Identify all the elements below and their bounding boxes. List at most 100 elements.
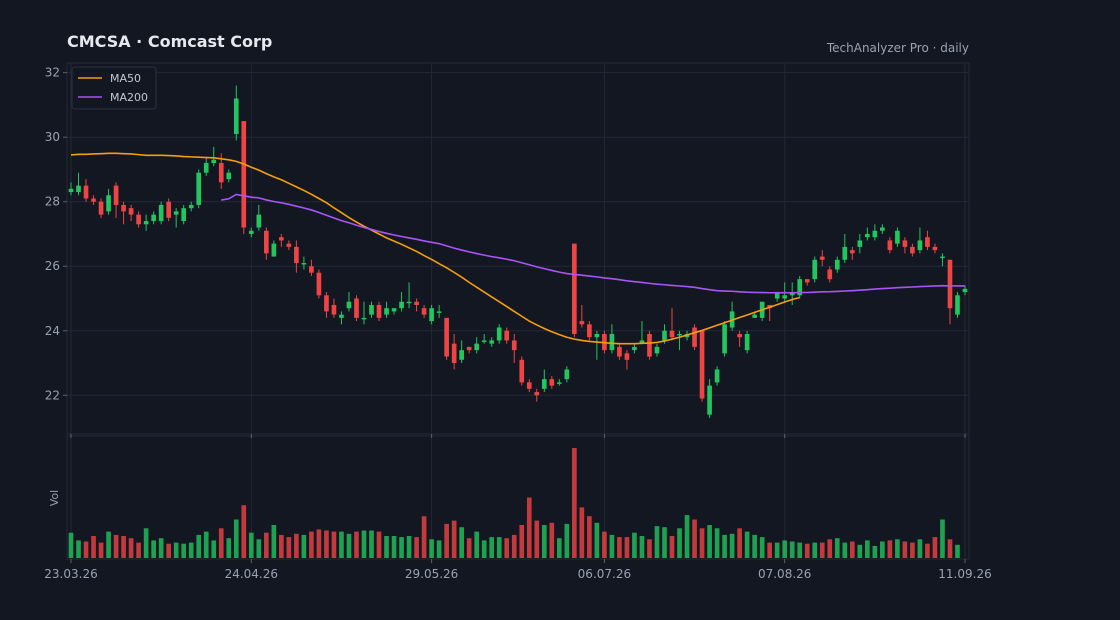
candle-body — [752, 314, 757, 318]
y-tick-label: 24 — [45, 324, 60, 338]
volume-bar — [429, 539, 434, 558]
candle-body — [804, 279, 810, 283]
volume-bar — [549, 522, 555, 558]
candle-body — [872, 230, 878, 238]
candle-body — [481, 340, 487, 342]
volume-bar — [819, 542, 825, 558]
volume-bar — [827, 539, 833, 558]
volume-bar — [226, 538, 232, 558]
volume-bar — [158, 538, 164, 558]
volume-bar — [339, 531, 344, 558]
volume-bar — [925, 543, 930, 558]
volume-bar — [737, 528, 742, 558]
volume-panel-frame — [66, 435, 970, 560]
volume-bar — [880, 541, 885, 558]
volume-bar — [489, 537, 495, 558]
candle-body — [534, 392, 540, 396]
volume-bar — [812, 542, 818, 558]
x-tick-label: 24.04.26 — [225, 567, 278, 581]
candle-body — [587, 324, 592, 338]
candle-body — [226, 172, 232, 180]
volume-bar — [872, 545, 878, 558]
candle-body — [782, 295, 788, 299]
candle-body — [369, 304, 374, 315]
candle-body — [925, 237, 930, 247]
y-tick-label: 28 — [45, 195, 60, 209]
volume-bar — [865, 540, 870, 558]
candle-body — [511, 340, 517, 351]
volume-bar — [707, 525, 712, 558]
candle-body — [895, 230, 900, 244]
volume-bar — [279, 534, 284, 558]
volume-bar — [669, 536, 675, 558]
price-panel-frame — [66, 62, 970, 435]
volume-bar — [106, 531, 111, 558]
candle-body — [279, 237, 284, 241]
candle-body — [632, 346, 637, 351]
candle-body — [399, 301, 404, 309]
candle-body — [106, 195, 111, 212]
volume-bar — [294, 533, 299, 558]
volume-bar — [98, 542, 104, 558]
volume-bar — [263, 532, 269, 558]
volume-bar — [136, 542, 141, 558]
legend-ma200-label: MA200 — [110, 91, 148, 104]
volume-bar — [917, 539, 923, 558]
candle-body — [301, 263, 307, 265]
candle-body — [624, 353, 630, 360]
candle-body — [76, 185, 81, 193]
candle-body — [572, 243, 577, 334]
volume-bar — [68, 532, 74, 558]
candle-body — [248, 230, 254, 234]
candle-body — [331, 304, 337, 315]
candle-body — [414, 301, 419, 305]
candle-body — [526, 382, 532, 389]
candle-body — [865, 233, 870, 238]
volume-bar — [504, 538, 510, 558]
candle-body — [549, 379, 555, 386]
volume-bar — [391, 536, 397, 558]
volume-bar — [677, 528, 682, 558]
candle-body — [489, 340, 495, 344]
volume-bar — [722, 534, 727, 558]
candle-body — [451, 343, 457, 364]
volume-panel-background — [67, 436, 969, 559]
price-panel-background — [67, 63, 969, 434]
candle-body — [519, 359, 525, 383]
candle-body — [459, 350, 464, 360]
candle-body — [151, 214, 156, 222]
volume-bar — [121, 536, 126, 558]
candle-body — [361, 317, 367, 320]
candle-body — [947, 259, 953, 309]
candle-body — [842, 246, 848, 260]
volume-bar — [128, 538, 134, 558]
volume-bar — [271, 525, 277, 558]
volume-bar — [369, 530, 374, 558]
volume-bar — [286, 537, 292, 558]
volume-bar — [579, 507, 585, 558]
candle-body — [812, 259, 818, 280]
volume-bar — [444, 523, 449, 558]
volume-bar — [940, 519, 945, 558]
volume-bar — [654, 526, 660, 558]
volume-bar — [331, 531, 337, 558]
volume-bar — [181, 543, 187, 558]
volume-bar — [361, 530, 367, 558]
candle-body — [654, 346, 660, 354]
candle-body — [211, 159, 217, 164]
volume-bar — [602, 531, 607, 558]
volume-bar — [534, 520, 540, 558]
candle-body — [774, 292, 780, 299]
volume-bar — [196, 534, 202, 558]
volume-bar — [203, 531, 209, 558]
candle-body — [286, 243, 292, 247]
volume-bar — [316, 529, 322, 558]
candle-body — [203, 163, 209, 173]
volume-bar — [211, 540, 217, 558]
candle-body — [339, 314, 344, 318]
candle-body — [166, 201, 171, 218]
volume-bar — [256, 539, 262, 558]
candle-body — [910, 246, 915, 254]
candle-body — [722, 324, 727, 354]
